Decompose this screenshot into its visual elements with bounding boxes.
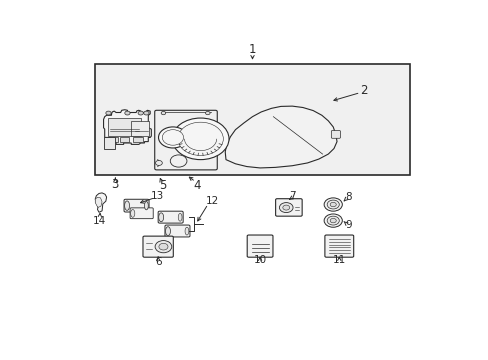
Circle shape [205, 111, 210, 115]
Circle shape [329, 219, 336, 223]
Ellipse shape [159, 213, 163, 222]
Polygon shape [95, 197, 102, 207]
Text: 9: 9 [345, 220, 351, 230]
FancyBboxPatch shape [154, 110, 217, 170]
Circle shape [155, 240, 171, 253]
Circle shape [124, 111, 130, 115]
Text: 1: 1 [248, 43, 256, 56]
FancyBboxPatch shape [275, 199, 302, 216]
FancyBboxPatch shape [131, 121, 149, 136]
Text: 5: 5 [159, 179, 166, 192]
Circle shape [138, 111, 143, 115]
Text: 7: 7 [288, 191, 295, 201]
Circle shape [161, 111, 165, 115]
FancyBboxPatch shape [104, 138, 114, 149]
FancyBboxPatch shape [130, 208, 153, 219]
Circle shape [178, 122, 223, 156]
Ellipse shape [178, 213, 182, 221]
Circle shape [170, 155, 186, 167]
Circle shape [329, 202, 336, 207]
Text: 13: 13 [151, 191, 164, 201]
FancyBboxPatch shape [331, 131, 340, 138]
FancyBboxPatch shape [158, 211, 183, 223]
Circle shape [159, 243, 168, 250]
FancyBboxPatch shape [124, 199, 149, 212]
Circle shape [162, 130, 183, 145]
FancyBboxPatch shape [164, 225, 189, 237]
Circle shape [172, 118, 228, 159]
Circle shape [143, 111, 149, 115]
Circle shape [279, 203, 292, 212]
FancyBboxPatch shape [247, 235, 272, 257]
Polygon shape [103, 110, 151, 144]
Text: 3: 3 [111, 178, 119, 191]
Polygon shape [95, 193, 106, 212]
Ellipse shape [144, 202, 148, 210]
Circle shape [158, 127, 187, 148]
Circle shape [105, 111, 111, 115]
FancyBboxPatch shape [142, 236, 173, 257]
Ellipse shape [165, 227, 170, 235]
Ellipse shape [124, 201, 129, 210]
Ellipse shape [130, 210, 135, 217]
Bar [120, 137, 129, 142]
Circle shape [155, 161, 162, 166]
Bar [95, 64, 409, 175]
Bar [108, 137, 118, 142]
Bar [108, 118, 141, 136]
Bar [133, 137, 142, 142]
Text: 4: 4 [193, 179, 201, 192]
Text: 2: 2 [360, 84, 367, 97]
Ellipse shape [184, 227, 188, 235]
Text: 11: 11 [332, 255, 346, 265]
Text: 10: 10 [253, 255, 266, 265]
Circle shape [282, 205, 289, 210]
Circle shape [326, 216, 339, 225]
Text: 12: 12 [205, 196, 219, 206]
Polygon shape [225, 106, 336, 168]
Circle shape [326, 200, 339, 209]
Text: 8: 8 [345, 192, 351, 202]
FancyBboxPatch shape [324, 235, 353, 257]
Text: 14: 14 [92, 216, 105, 226]
Text: 6: 6 [155, 257, 161, 267]
Circle shape [324, 198, 342, 211]
Circle shape [324, 214, 342, 227]
